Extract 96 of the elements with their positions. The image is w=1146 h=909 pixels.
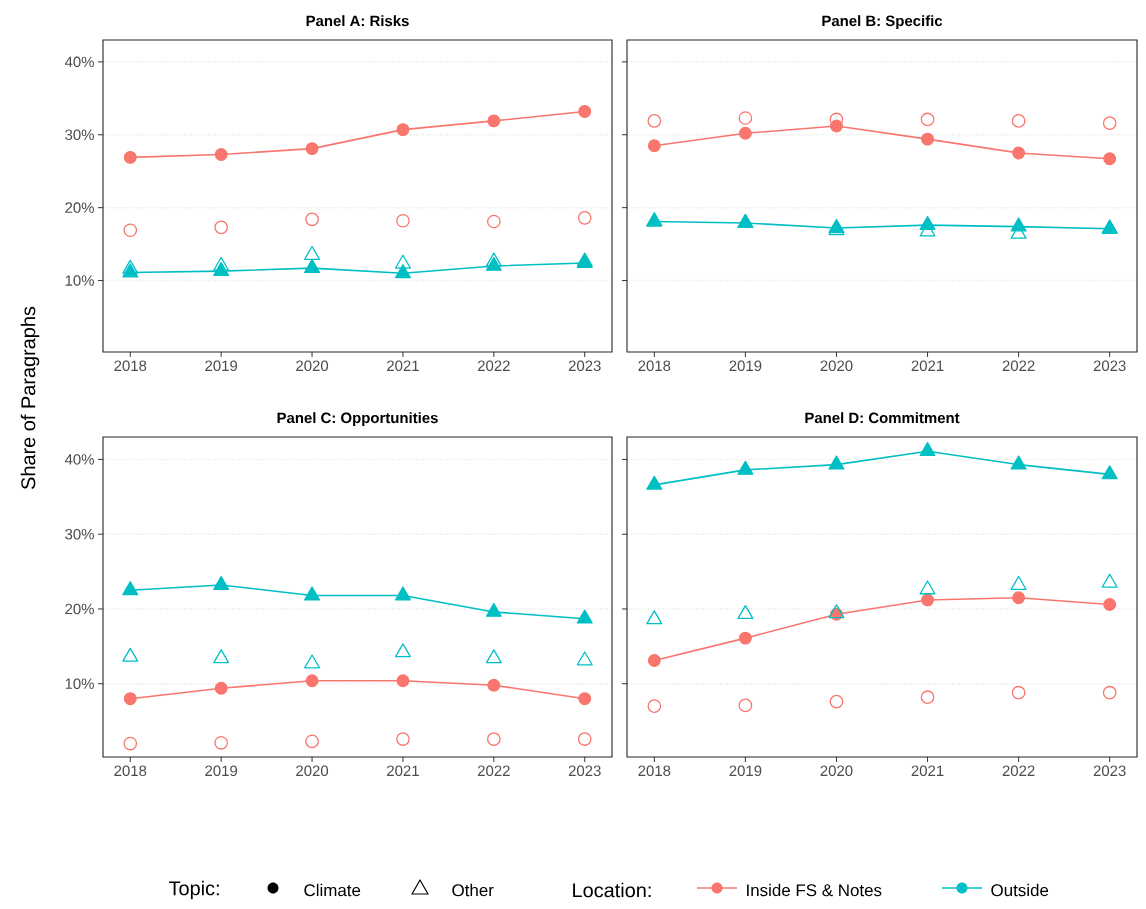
point xyxy=(487,114,501,128)
point xyxy=(1010,575,1027,590)
point xyxy=(828,455,845,470)
x-tick-label: 2018 xyxy=(638,360,671,372)
x-tick-label: 2022 xyxy=(477,360,510,372)
point xyxy=(737,605,754,620)
point xyxy=(123,150,137,164)
y-tick-label: 20% xyxy=(65,202,94,213)
chart-title: Panel B: Specific xyxy=(822,15,943,30)
point xyxy=(213,261,230,276)
point xyxy=(1102,685,1117,700)
point xyxy=(394,254,411,269)
point xyxy=(737,460,754,475)
x-tick-label: 2021 xyxy=(387,360,419,372)
point xyxy=(646,475,663,490)
y-tick-label: 20% xyxy=(65,603,94,615)
point xyxy=(486,214,501,229)
point xyxy=(213,256,230,271)
point xyxy=(485,252,502,267)
point xyxy=(647,699,662,714)
y-tick-label: 40% xyxy=(64,454,94,465)
point xyxy=(919,442,936,457)
point xyxy=(1103,598,1117,611)
x-tick-label: 2019 xyxy=(729,765,762,777)
point xyxy=(738,698,753,713)
point xyxy=(305,142,319,156)
point xyxy=(578,104,592,118)
point xyxy=(1101,465,1118,480)
chart-title: Panel A: Risks xyxy=(306,15,409,27)
x-tick-label: 2019 xyxy=(205,765,238,777)
y-axis-title: Share of Paragraphs xyxy=(20,306,40,490)
point xyxy=(1012,591,1026,605)
point xyxy=(1103,152,1117,166)
point xyxy=(738,111,753,125)
x-tick-label: 2022 xyxy=(1002,360,1035,372)
point xyxy=(921,593,934,607)
legend-label: Inside FS & Notes xyxy=(747,883,882,897)
point xyxy=(1101,573,1118,588)
point xyxy=(647,139,661,153)
point xyxy=(577,211,592,225)
point xyxy=(647,114,662,128)
x-tick-label: 2023 xyxy=(1093,360,1126,372)
text: Other xyxy=(452,883,494,897)
point xyxy=(1012,146,1026,160)
y-tick-label: 10% xyxy=(65,275,94,286)
chart-title: Panel C: Opportunities xyxy=(277,412,438,427)
point xyxy=(1102,116,1117,130)
point xyxy=(738,631,752,645)
point xyxy=(647,654,661,667)
x-tick-label: 2020 xyxy=(296,360,329,372)
text: Topic: xyxy=(168,880,219,900)
point xyxy=(394,264,411,279)
legend-label: Outside xyxy=(991,883,1049,897)
x-tick-label: 2018 xyxy=(114,765,147,777)
point xyxy=(1011,685,1026,700)
x-tick-label: 2020 xyxy=(820,765,853,777)
point xyxy=(920,690,935,705)
point xyxy=(919,580,936,595)
point xyxy=(485,256,502,271)
point xyxy=(305,212,319,227)
x-tick-label: 2021 xyxy=(911,360,944,372)
x-tick-label: 2020 xyxy=(296,765,329,777)
point xyxy=(304,259,321,274)
x-tick-label: 2023 xyxy=(1093,765,1126,777)
point xyxy=(123,223,138,238)
x-tick-label: 2021 xyxy=(911,765,944,777)
x-tick-label: 2022 xyxy=(1002,765,1035,777)
x-tick-label: 2018 xyxy=(114,360,147,372)
y-tick-label: 40% xyxy=(64,56,94,68)
x-tick-label: 2022 xyxy=(477,765,510,777)
y-tick-label: 30% xyxy=(65,528,94,540)
point xyxy=(920,112,935,127)
x-tick-label: 2020 xyxy=(820,360,853,372)
point xyxy=(646,610,663,625)
x-tick-label: 2019 xyxy=(205,360,238,372)
point xyxy=(122,259,139,274)
point xyxy=(829,694,844,709)
point xyxy=(214,147,228,161)
x-tick-label: 2019 xyxy=(729,360,762,372)
x-tick-label: 2023 xyxy=(568,360,601,372)
point xyxy=(396,213,410,228)
chart-title: Panel D: Commitment xyxy=(805,412,960,424)
point xyxy=(921,132,934,146)
y-tick-label: 10% xyxy=(65,678,94,690)
x-tick-label: 2021 xyxy=(387,765,419,777)
y-tick-label: 30% xyxy=(65,129,94,141)
text: Climate xyxy=(304,883,361,897)
point xyxy=(1011,114,1026,128)
point xyxy=(1010,455,1027,470)
point xyxy=(214,220,229,235)
legend-title: Location: xyxy=(573,882,651,898)
point xyxy=(738,126,752,140)
x-tick-label: 2023 xyxy=(568,765,601,777)
point xyxy=(304,245,321,260)
point xyxy=(396,123,410,137)
x-tick-label: 2018 xyxy=(638,765,671,777)
